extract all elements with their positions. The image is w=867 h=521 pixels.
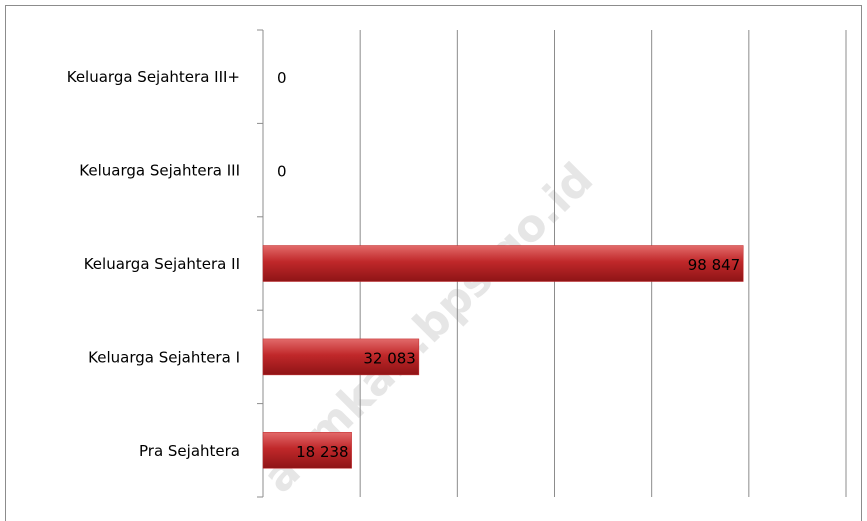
data-label: 18 238 (296, 443, 349, 461)
data-label: 98 847 (688, 256, 741, 274)
y-tick-label: Keluarga Sejahtera III (79, 162, 240, 180)
data-label: 0 (277, 163, 287, 181)
bar (262, 432, 352, 469)
bar (262, 338, 420, 376)
bar (262, 245, 744, 282)
y-tick-label: Keluarga Sejahtera I (88, 348, 240, 366)
y-tick-label: Keluarga Sejahtera III+ (67, 68, 240, 86)
y-tick-label: Pra Sejahtera (139, 442, 240, 460)
data-label: 0 (277, 69, 287, 87)
y-tick-label: Keluarga Sejahtera II (84, 255, 240, 273)
data-label: 32 083 (363, 349, 416, 367)
